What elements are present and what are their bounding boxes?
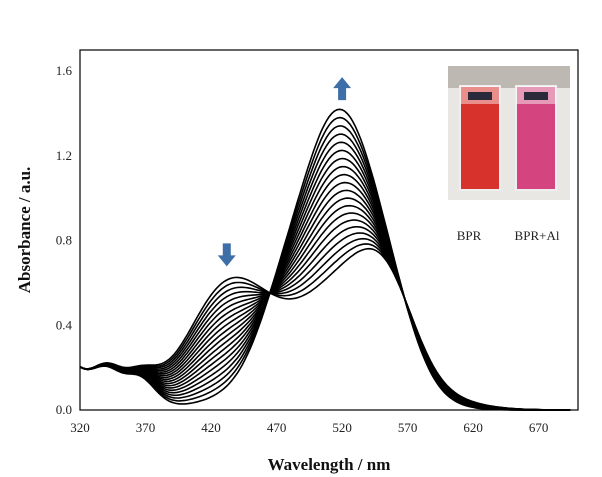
x-tick-label: 470 bbox=[267, 420, 287, 435]
vial-bpr bbox=[459, 85, 501, 191]
trend-arrows bbox=[217, 77, 352, 267]
y-tick-label: 0.4 bbox=[56, 317, 73, 332]
x-tick-label: 570 bbox=[398, 420, 418, 435]
spectrum-line-20 bbox=[79, 108, 571, 411]
x-tick-label: 420 bbox=[201, 420, 221, 435]
y-axis-ticks: 0.0 0.4 0.8 1.2 1.6 bbox=[56, 63, 73, 417]
x-axis-title: Wavelength / nm bbox=[268, 455, 391, 474]
x-tick-label: 520 bbox=[332, 420, 352, 435]
vial-bpr-al bbox=[515, 85, 557, 191]
inset-photo: BPR BPR+Al bbox=[448, 66, 570, 243]
y-tick-label: 1.6 bbox=[56, 63, 73, 78]
y-tick-label: 0.8 bbox=[56, 233, 72, 248]
y-tick-label: 1.2 bbox=[56, 148, 72, 163]
inset-label-bpr: BPR bbox=[457, 228, 482, 243]
y-axis-title: Absorbance / a.u. bbox=[15, 167, 34, 294]
arrow-down-icon bbox=[217, 243, 236, 267]
x-tick-label: 320 bbox=[70, 420, 90, 435]
x-tick-label: 670 bbox=[529, 420, 549, 435]
y-tick-label: 0.0 bbox=[56, 402, 72, 417]
inset-label-bpr-al: BPR+Al bbox=[515, 228, 560, 243]
x-tick-label: 370 bbox=[136, 420, 156, 435]
spectra-series bbox=[79, 108, 571, 411]
x-axis-ticks: 320 370 420 470 520 570 620 670 bbox=[70, 420, 548, 435]
x-tick-label: 620 bbox=[463, 420, 483, 435]
arrow-up-icon bbox=[333, 77, 352, 101]
